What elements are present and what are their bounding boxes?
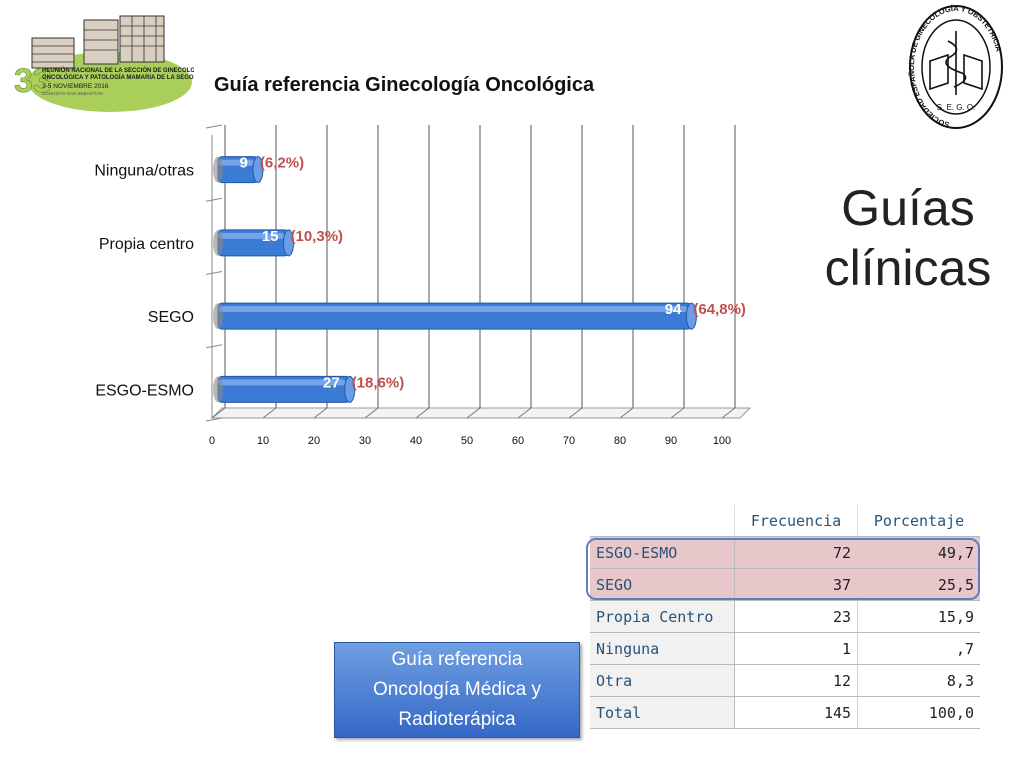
callout-box: Guía referencia Oncología Médica y Radio… [334, 642, 580, 738]
row-frequency: 23 [733, 600, 858, 633]
gridline-base [721, 407, 736, 419]
bar-highlight [218, 379, 346, 386]
row-percentage: 15,9 [857, 600, 980, 633]
conference-logo: 33 REUNIÓN NACIONAL DE LA SECCIÓN DE GIN… [14, 15, 194, 112]
row-percentage: 8,3 [857, 664, 980, 697]
table-row: SEGO 37 25,5 [590, 568, 980, 601]
bar-highlight [218, 159, 254, 166]
table-header-frequency: Frecuencia [733, 505, 858, 537]
gridline-base [568, 407, 583, 419]
value-label: 94 [665, 301, 682, 318]
x-tick-label: 90 [665, 435, 677, 447]
row-label: Otra [590, 664, 735, 697]
bar-end-cap [283, 229, 294, 257]
gridline-base [211, 407, 226, 419]
seal-abbr: S. E. G. O. [937, 103, 976, 112]
x-tick-label: 40 [410, 435, 422, 447]
callout-line-2: Oncología Médica y [373, 679, 541, 700]
x-tick-label: 100 [713, 435, 731, 447]
row-frequency: 1 [733, 632, 858, 665]
category-separator [205, 417, 223, 422]
category-separator [205, 344, 223, 349]
row-percentage: 100,0 [857, 696, 980, 729]
table-row: Total 145 100,0 [590, 696, 980, 729]
bar-start-cap [213, 229, 223, 256]
percent-label: (6,2%) [260, 155, 304, 172]
logo-line-3: 3-5 NOVIEMBRE 2016 [42, 83, 109, 90]
category-label: ESGO-ESMO [95, 382, 194, 399]
category-separator [205, 124, 223, 129]
bar-end-cap [685, 302, 697, 330]
table-header-percentage: Porcentaje [857, 505, 980, 537]
bar-end-cap [252, 156, 264, 184]
gridline-base [364, 407, 379, 419]
table-row: ESGO-ESMO 72 49,7 [590, 536, 980, 569]
table-header-row: Frecuencia Porcentaje [590, 505, 980, 537]
gridline-base [466, 407, 481, 419]
row-frequency: 12 [733, 664, 858, 697]
row-label: Ninguna [590, 632, 735, 665]
x-tick-label: 10 [257, 435, 269, 447]
row-label: SEGO [590, 568, 735, 601]
chart-floor [210, 407, 752, 419]
gridline-base [670, 407, 685, 419]
gridline-base [619, 407, 634, 419]
bar-start-cap [213, 156, 223, 183]
value-label: 15 [262, 228, 279, 245]
svg-text:33: 33 [14, 62, 52, 100]
gridline-base [415, 407, 430, 419]
row-percentage: 49,7 [857, 536, 980, 569]
row-label: Total [590, 696, 735, 729]
row-percentage: 25,5 [857, 568, 980, 601]
page-title-line-2: clínicas [824, 240, 992, 296]
category-separator [205, 197, 223, 202]
row-frequency: 145 [733, 696, 858, 729]
x-tick-label: 70 [563, 435, 575, 447]
percent-label: (18,6%) [352, 374, 405, 391]
row-label: ESGO-ESMO [590, 536, 735, 569]
logo-line-1: REUNIÓN NACIONAL DE LA SECCIÓN DE GINECO… [42, 66, 194, 74]
logo-line-4: DONOSTIA-SAN SEBASTIÁN [42, 90, 103, 96]
table-header-empty [590, 505, 735, 537]
gridline-base [262, 407, 277, 419]
bar-highlight [218, 306, 688, 313]
row-percentage: ,7 [857, 632, 980, 665]
chart-title: Guía referencia Ginecología Oncológica [214, 74, 595, 96]
x-tick-label: 0 [209, 435, 215, 447]
logo-line-2: ONCOLÓGICA Y PATOLOGÍA MAMARIA DE LA SEG… [42, 73, 194, 81]
page-title-line-1: Guías [841, 180, 975, 236]
row-frequency: 37 [733, 568, 858, 601]
row-label: Propia Centro [590, 600, 735, 633]
value-label: 27 [323, 374, 340, 391]
sego-seal-logo: SOCIEDAD ESPAÑOLA DE GINECOLOGÍA Y OBSTE… [908, 4, 1003, 129]
x-tick-label: 80 [614, 435, 626, 447]
bar-start-cap [213, 376, 223, 403]
percent-label: (64,8%) [693, 301, 746, 318]
category-separator [205, 271, 223, 275]
category-label: SEGO [148, 309, 194, 326]
table-row: Ninguna 1 ,7 [590, 632, 980, 665]
bar-end-cap [344, 375, 356, 403]
page-title: Guías clínicas [808, 178, 1008, 298]
callout-line-3: Radioterápica [398, 709, 516, 730]
x-tick-label: 20 [308, 435, 320, 447]
category-label: Propia centro [99, 236, 194, 253]
percent-label: (10,3%) [291, 228, 344, 245]
row-frequency: 72 [733, 536, 858, 569]
frequency-table: Frecuencia Porcentaje ESGO-ESMO 72 49,7 … [590, 505, 980, 729]
x-tick-label: 30 [359, 435, 371, 447]
category-label: Ninguna/otras [94, 163, 194, 180]
gridline-base [313, 407, 328, 419]
table-row: Propia Centro 23 15,9 [590, 600, 980, 633]
gridline-base [517, 407, 532, 419]
x-tick-label: 60 [512, 435, 524, 447]
table-row: Otra 12 8,3 [590, 664, 980, 697]
bar-highlight [218, 232, 285, 239]
callout-line-1: Guía referencia [391, 649, 523, 670]
bar-start-cap [213, 303, 223, 330]
x-tick-label: 50 [461, 435, 473, 447]
value-label: 9 [240, 155, 248, 172]
